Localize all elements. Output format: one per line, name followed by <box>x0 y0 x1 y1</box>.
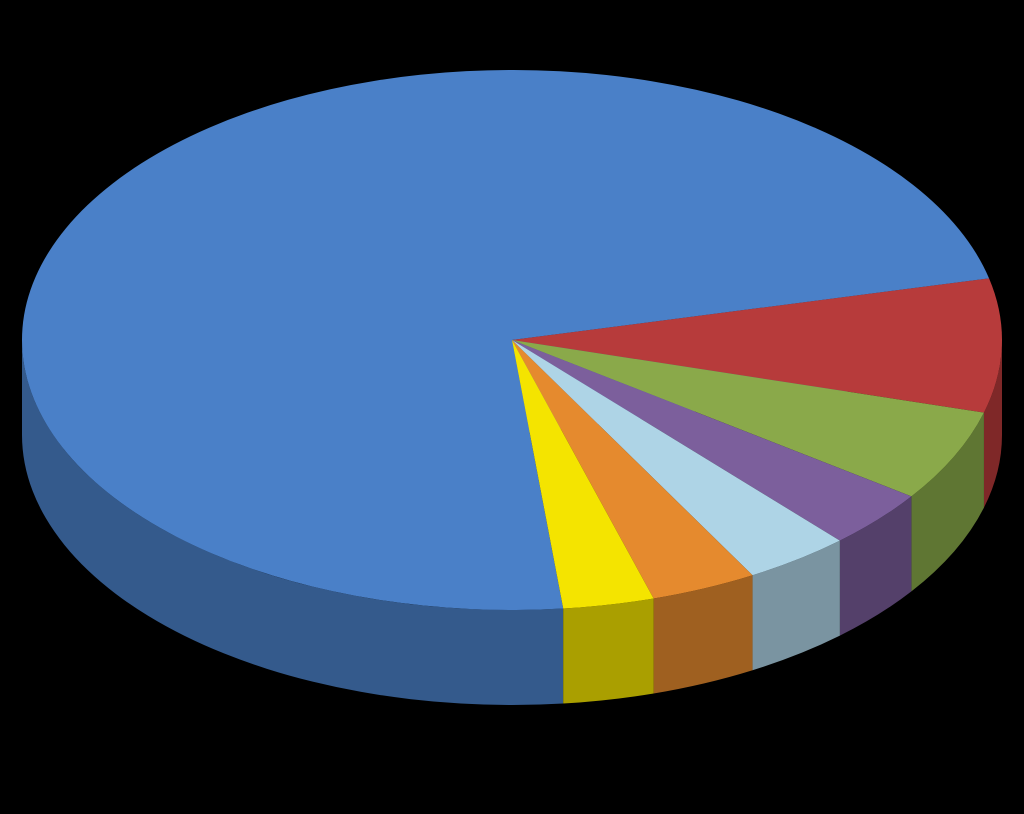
pie-rim <box>563 598 653 703</box>
pie-chart-3d <box>0 0 1024 814</box>
